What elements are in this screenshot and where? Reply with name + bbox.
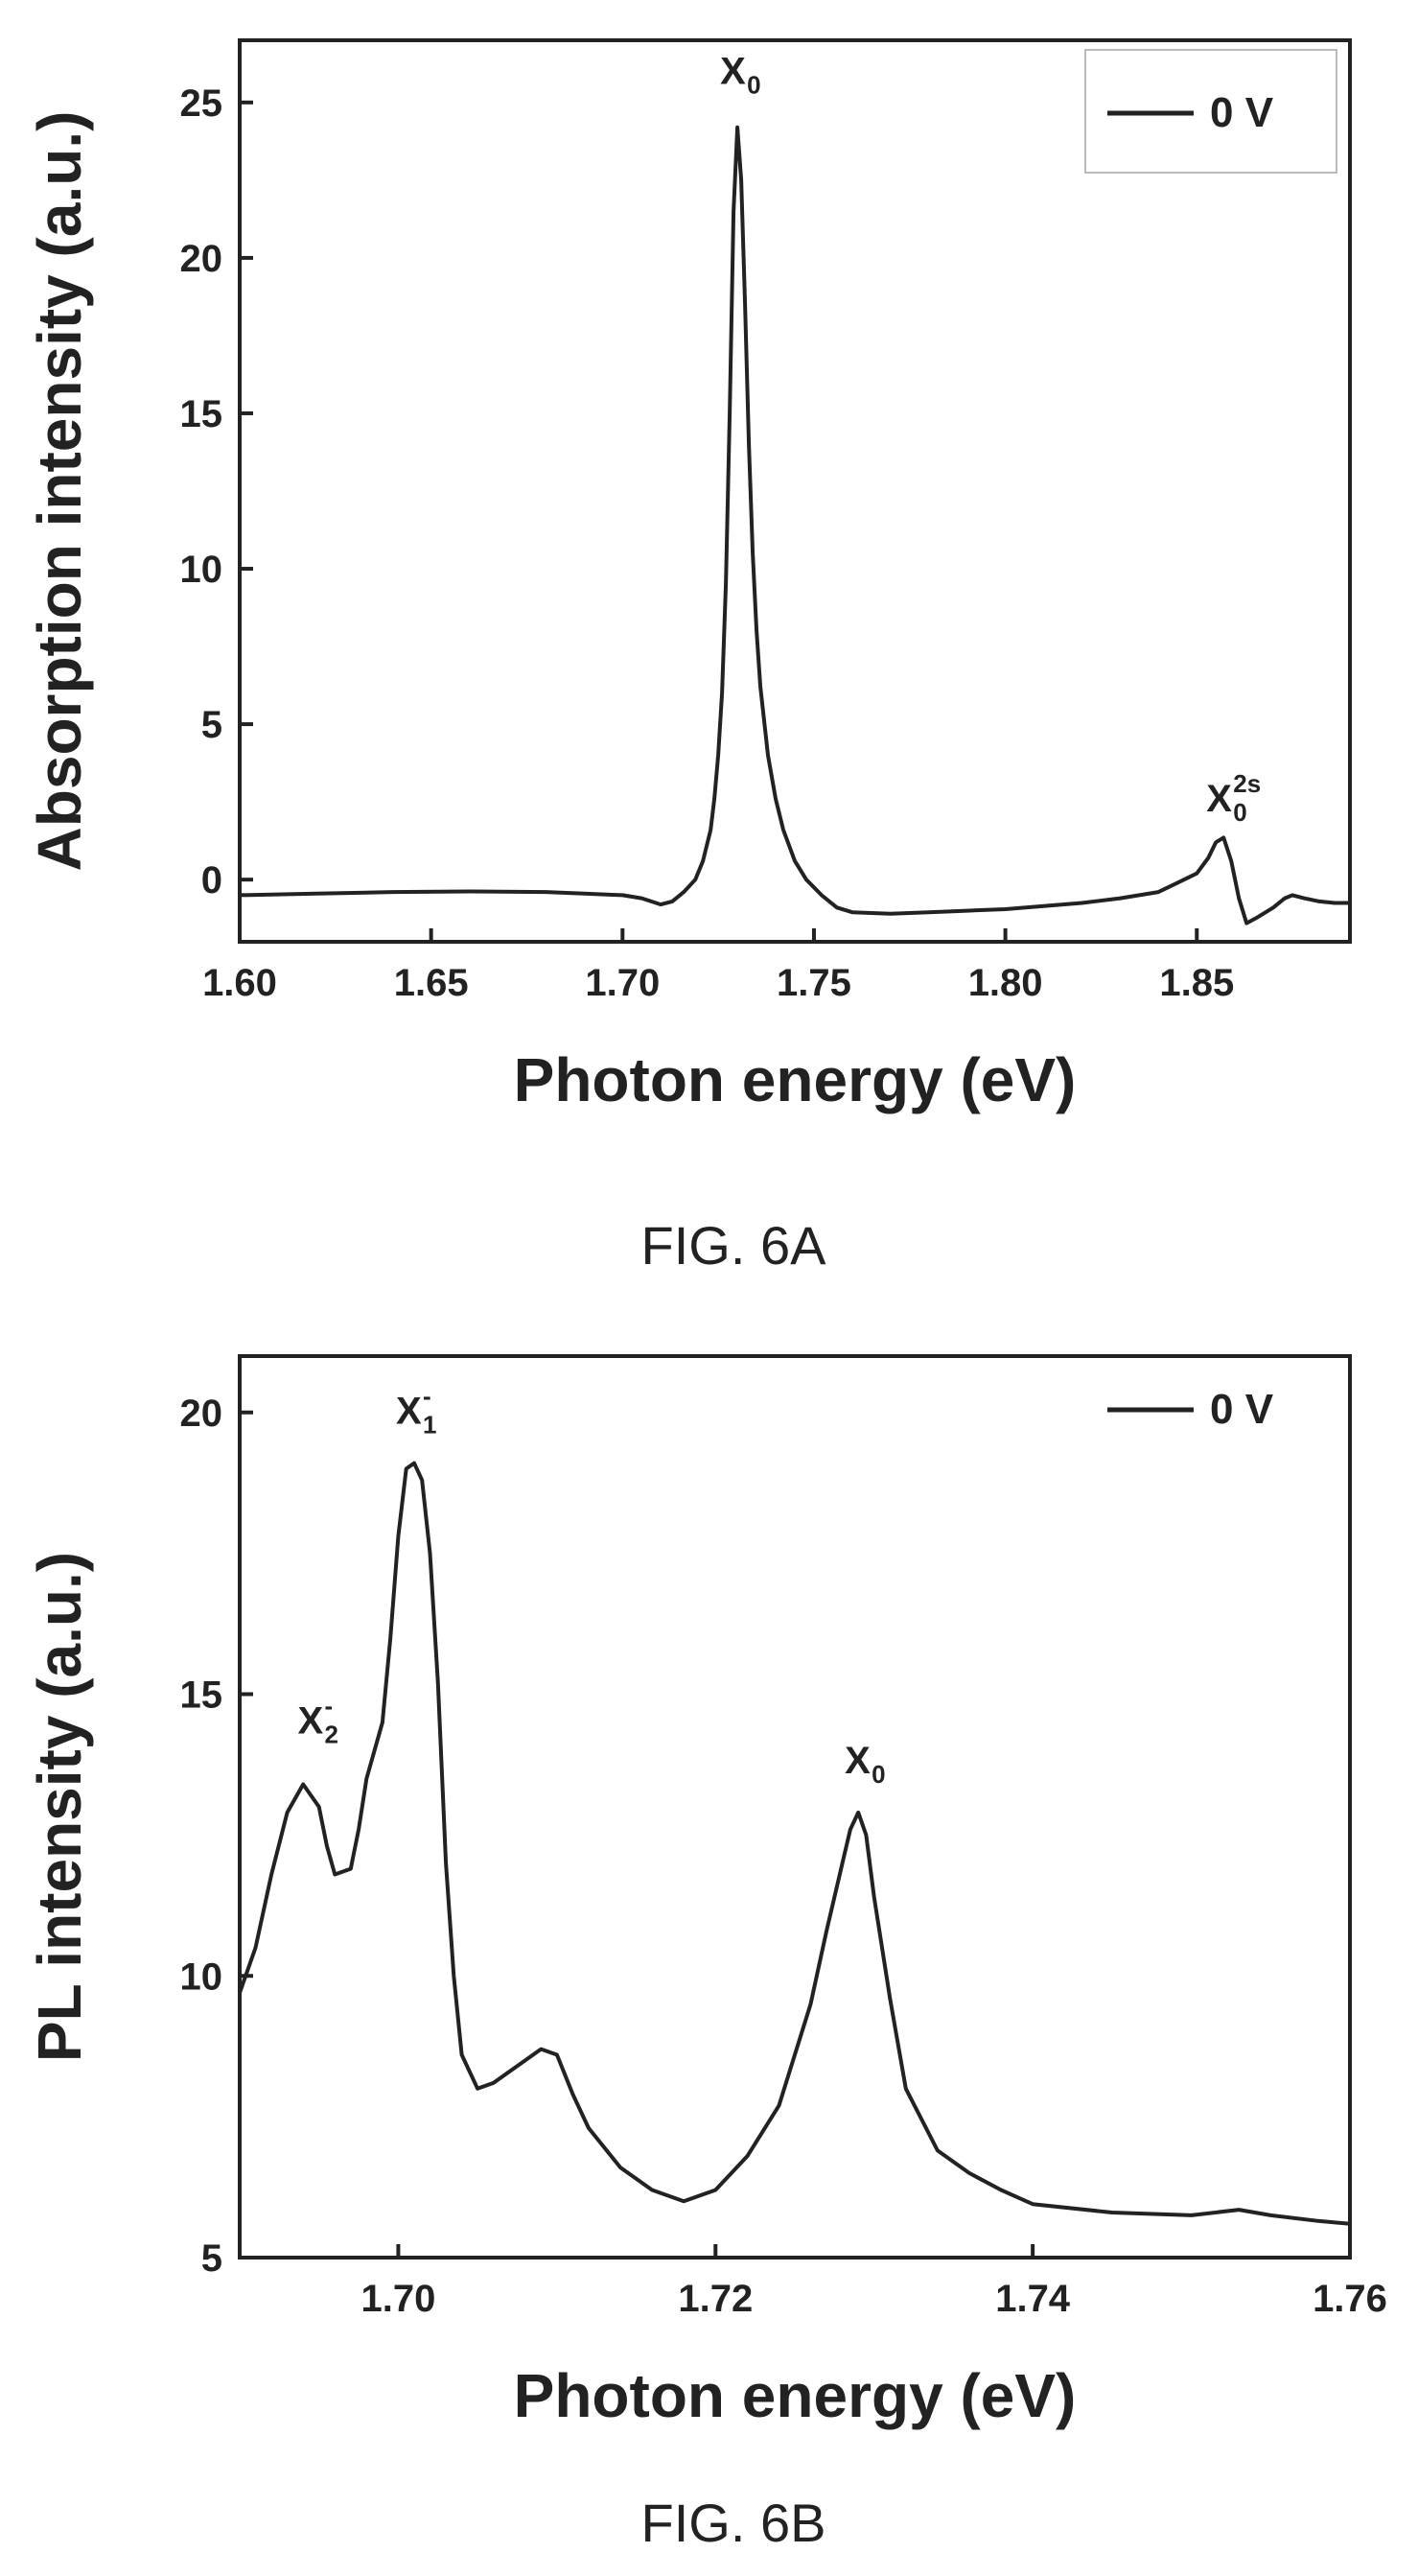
chart-6a-axes: 1.60 1.65 1.70 1.75 1.80 1.85 0 5 10 15 20 25 xyxy=(180,82,1235,1004)
chart-6a-annotations: X 0X 2s0 xyxy=(720,50,1261,826)
chart-6b-frame xyxy=(238,1354,1352,2260)
chart-6a-y-tick-label: 20 xyxy=(180,238,223,280)
chart-6a-x-tick-label: 1.85 xyxy=(1159,962,1234,1004)
chart-6a-y-axis-label: Absorption intensity (a.u.) xyxy=(25,111,94,872)
chart-6b-peak-label-sub: 2 xyxy=(324,1721,337,1749)
chart-6a-x-tick-label: 1.75 xyxy=(777,962,851,1004)
chart-6b-peak-label: X xyxy=(845,1740,871,1782)
chart-6b-peak-label-sup: - xyxy=(324,1692,333,1721)
chart-6a-x-tick-label: 1.80 xyxy=(968,962,1043,1004)
chart-6b-x-axis-label: Photon energy (eV) xyxy=(514,2361,1077,2430)
chart-6a-legend-box xyxy=(1084,49,1337,174)
chart-6b-legend-label: 0 V xyxy=(1210,1386,1274,1433)
chart-6a-peak-label-sub: 0 xyxy=(1233,798,1246,827)
chart-6b-x-tick-label: 1.74 xyxy=(995,2278,1071,2320)
chart-6a-x-tick-label: 1.65 xyxy=(394,962,469,1004)
chart-6a-legend-label: 0 V xyxy=(1210,89,1274,136)
chart-6b-peak-label: X xyxy=(297,1700,323,1743)
chart-6a-y-tick-label: 15 xyxy=(180,393,223,435)
chart-6a-x-tick-label: 1.70 xyxy=(585,962,660,1004)
chart-6a-peak-label-sub: 0 xyxy=(747,70,760,99)
chart-6a-frame xyxy=(238,38,1352,944)
chart-6a-legend: 0 V xyxy=(1084,49,1337,174)
chart-6a-peak-label: X xyxy=(1206,778,1232,820)
chart-6b-x-tick-label: 1.70 xyxy=(360,2278,435,2320)
chart-6a-x-tick-label: 1.60 xyxy=(202,962,277,1004)
chart-6b-y-axis-label: PL intensity (a.u.) xyxy=(25,1552,94,2062)
chart-6b-y-tick-label: 5 xyxy=(201,2237,222,2280)
chart-6b-y-tick-label: 20 xyxy=(180,1393,223,1435)
chart-6a-y-tick-label: 5 xyxy=(201,704,222,746)
chart-6b-x-tick-label: 1.72 xyxy=(678,2278,753,2320)
chart-6a-peak-label: X xyxy=(720,50,746,92)
chart-6b-y-tick-label: 15 xyxy=(180,1674,223,1717)
chart-6b-figure-caption: FIG. 6B xyxy=(641,2493,826,2553)
chart-6b-peak-label-sub: 1 xyxy=(423,1411,436,1440)
chart-6a-y-tick-label: 0 xyxy=(201,859,222,902)
chart-6b-peak-label-sub: 0 xyxy=(872,1760,885,1789)
chart-6a-series-line xyxy=(239,125,1350,925)
chart-6b-series-line xyxy=(238,1461,1351,2226)
chart-6a-y-tick-label: 10 xyxy=(180,549,223,591)
chart-6a-peak-label-sup: 2s xyxy=(1233,769,1261,798)
chart-6a-y-tick-label: 25 xyxy=(180,82,223,125)
chart-6b-peak-label: X xyxy=(396,1391,422,1433)
chart-6a-figure-caption: FIG. 6A xyxy=(641,1215,827,1276)
chart-6b-legend: 0 V xyxy=(1107,1386,1274,1433)
chart-6a-x-axis-label: Photon energy (eV) xyxy=(514,1045,1077,1114)
chart-6b-y-tick-label: 10 xyxy=(180,1955,223,1998)
chart-6b-x-tick-label: 1.76 xyxy=(1313,2278,1387,2320)
chart-6b-annotations: X -2X -1X 0 xyxy=(297,1382,885,1789)
chart-6b-peak-label-sup: - xyxy=(423,1382,431,1411)
